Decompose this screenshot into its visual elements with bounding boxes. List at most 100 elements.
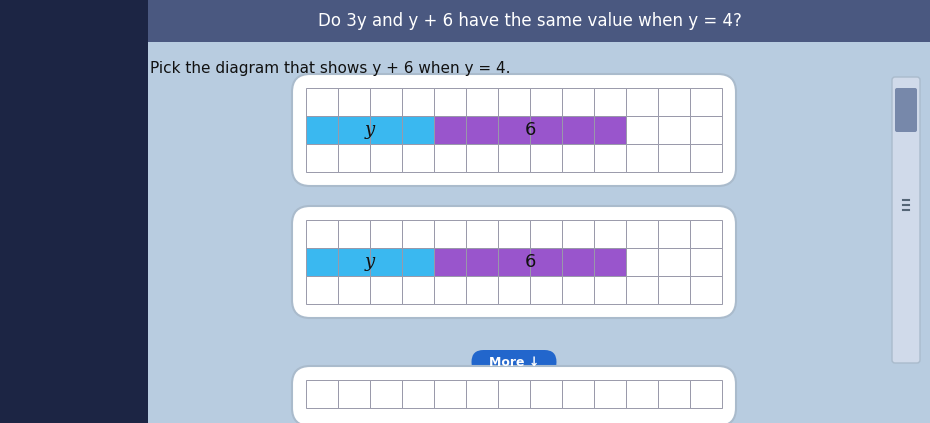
Bar	[530, 380, 562, 408]
Bar	[306, 220, 338, 248]
Bar	[562, 116, 594, 144]
Bar	[434, 276, 466, 304]
Bar	[370, 220, 402, 248]
Bar	[530, 276, 562, 304]
Bar	[594, 116, 626, 144]
Bar	[626, 116, 658, 144]
Bar	[498, 380, 530, 408]
Bar	[626, 88, 658, 116]
Bar	[466, 276, 498, 304]
Bar	[690, 116, 722, 144]
Bar	[338, 276, 370, 304]
Bar	[562, 248, 594, 276]
Bar	[530, 220, 562, 248]
Bar	[562, 220, 594, 248]
Bar	[306, 248, 338, 276]
Bar	[466, 144, 498, 172]
Bar	[466, 88, 498, 116]
FancyBboxPatch shape	[895, 88, 917, 132]
Bar	[498, 276, 530, 304]
Bar	[402, 380, 434, 408]
Bar	[690, 276, 722, 304]
Bar	[148, 0, 930, 42]
Bar	[338, 220, 370, 248]
Bar	[594, 276, 626, 304]
Bar	[434, 116, 466, 144]
Bar	[466, 220, 498, 248]
Bar	[594, 144, 626, 172]
Bar	[402, 88, 434, 116]
Bar	[306, 116, 338, 144]
Bar	[690, 380, 722, 408]
Bar	[658, 116, 690, 144]
Bar	[690, 144, 722, 172]
Bar	[402, 220, 434, 248]
Bar	[498, 248, 530, 276]
Bar	[498, 116, 530, 144]
Text: y: y	[365, 121, 375, 139]
Bar	[530, 248, 562, 276]
Bar	[338, 144, 370, 172]
FancyBboxPatch shape	[292, 366, 736, 423]
Bar	[0, 0, 148, 423]
Text: y: y	[365, 253, 375, 271]
Bar	[658, 380, 690, 408]
Bar	[626, 144, 658, 172]
Bar	[626, 220, 658, 248]
Bar	[594, 248, 626, 276]
Bar	[338, 88, 370, 116]
Text: 6: 6	[525, 253, 536, 271]
Bar	[370, 248, 402, 276]
Bar	[434, 380, 466, 408]
FancyBboxPatch shape	[292, 74, 736, 186]
FancyBboxPatch shape	[292, 206, 736, 318]
Bar	[466, 116, 498, 144]
FancyBboxPatch shape	[892, 77, 920, 363]
Bar	[370, 276, 402, 304]
Bar	[370, 88, 402, 116]
Bar	[466, 380, 498, 408]
Text: More ↓: More ↓	[489, 355, 539, 368]
FancyBboxPatch shape	[472, 350, 556, 374]
Text: Pick the diagram that shows y + 6 when y = 4.: Pick the diagram that shows y + 6 when y…	[150, 60, 511, 75]
Bar	[626, 380, 658, 408]
Bar	[530, 144, 562, 172]
Bar	[402, 248, 434, 276]
Bar	[370, 144, 402, 172]
Bar	[562, 380, 594, 408]
Bar	[562, 88, 594, 116]
Bar	[530, 116, 562, 144]
Bar	[626, 276, 658, 304]
Bar	[434, 220, 466, 248]
Bar	[690, 220, 722, 248]
Bar	[434, 248, 466, 276]
Text: Do 3y and y + 6 have the same value when y = 4?: Do 3y and y + 6 have the same value when…	[318, 12, 742, 30]
Bar	[306, 276, 338, 304]
Bar	[402, 116, 434, 144]
Bar	[370, 380, 402, 408]
Bar	[466, 248, 498, 276]
Bar	[658, 144, 690, 172]
Bar	[434, 144, 466, 172]
Bar	[530, 88, 562, 116]
Bar	[658, 88, 690, 116]
Bar	[626, 248, 658, 276]
Bar	[658, 248, 690, 276]
Bar	[402, 144, 434, 172]
Bar	[498, 144, 530, 172]
Bar	[338, 380, 370, 408]
Bar	[594, 88, 626, 116]
Bar	[658, 276, 690, 304]
Bar	[498, 220, 530, 248]
Bar	[306, 144, 338, 172]
Bar	[562, 276, 594, 304]
Bar	[690, 88, 722, 116]
Bar	[434, 88, 466, 116]
Bar	[338, 116, 370, 144]
Bar	[306, 88, 338, 116]
Bar	[594, 220, 626, 248]
Bar	[370, 116, 402, 144]
Bar	[402, 276, 434, 304]
Bar	[594, 380, 626, 408]
Bar	[690, 248, 722, 276]
